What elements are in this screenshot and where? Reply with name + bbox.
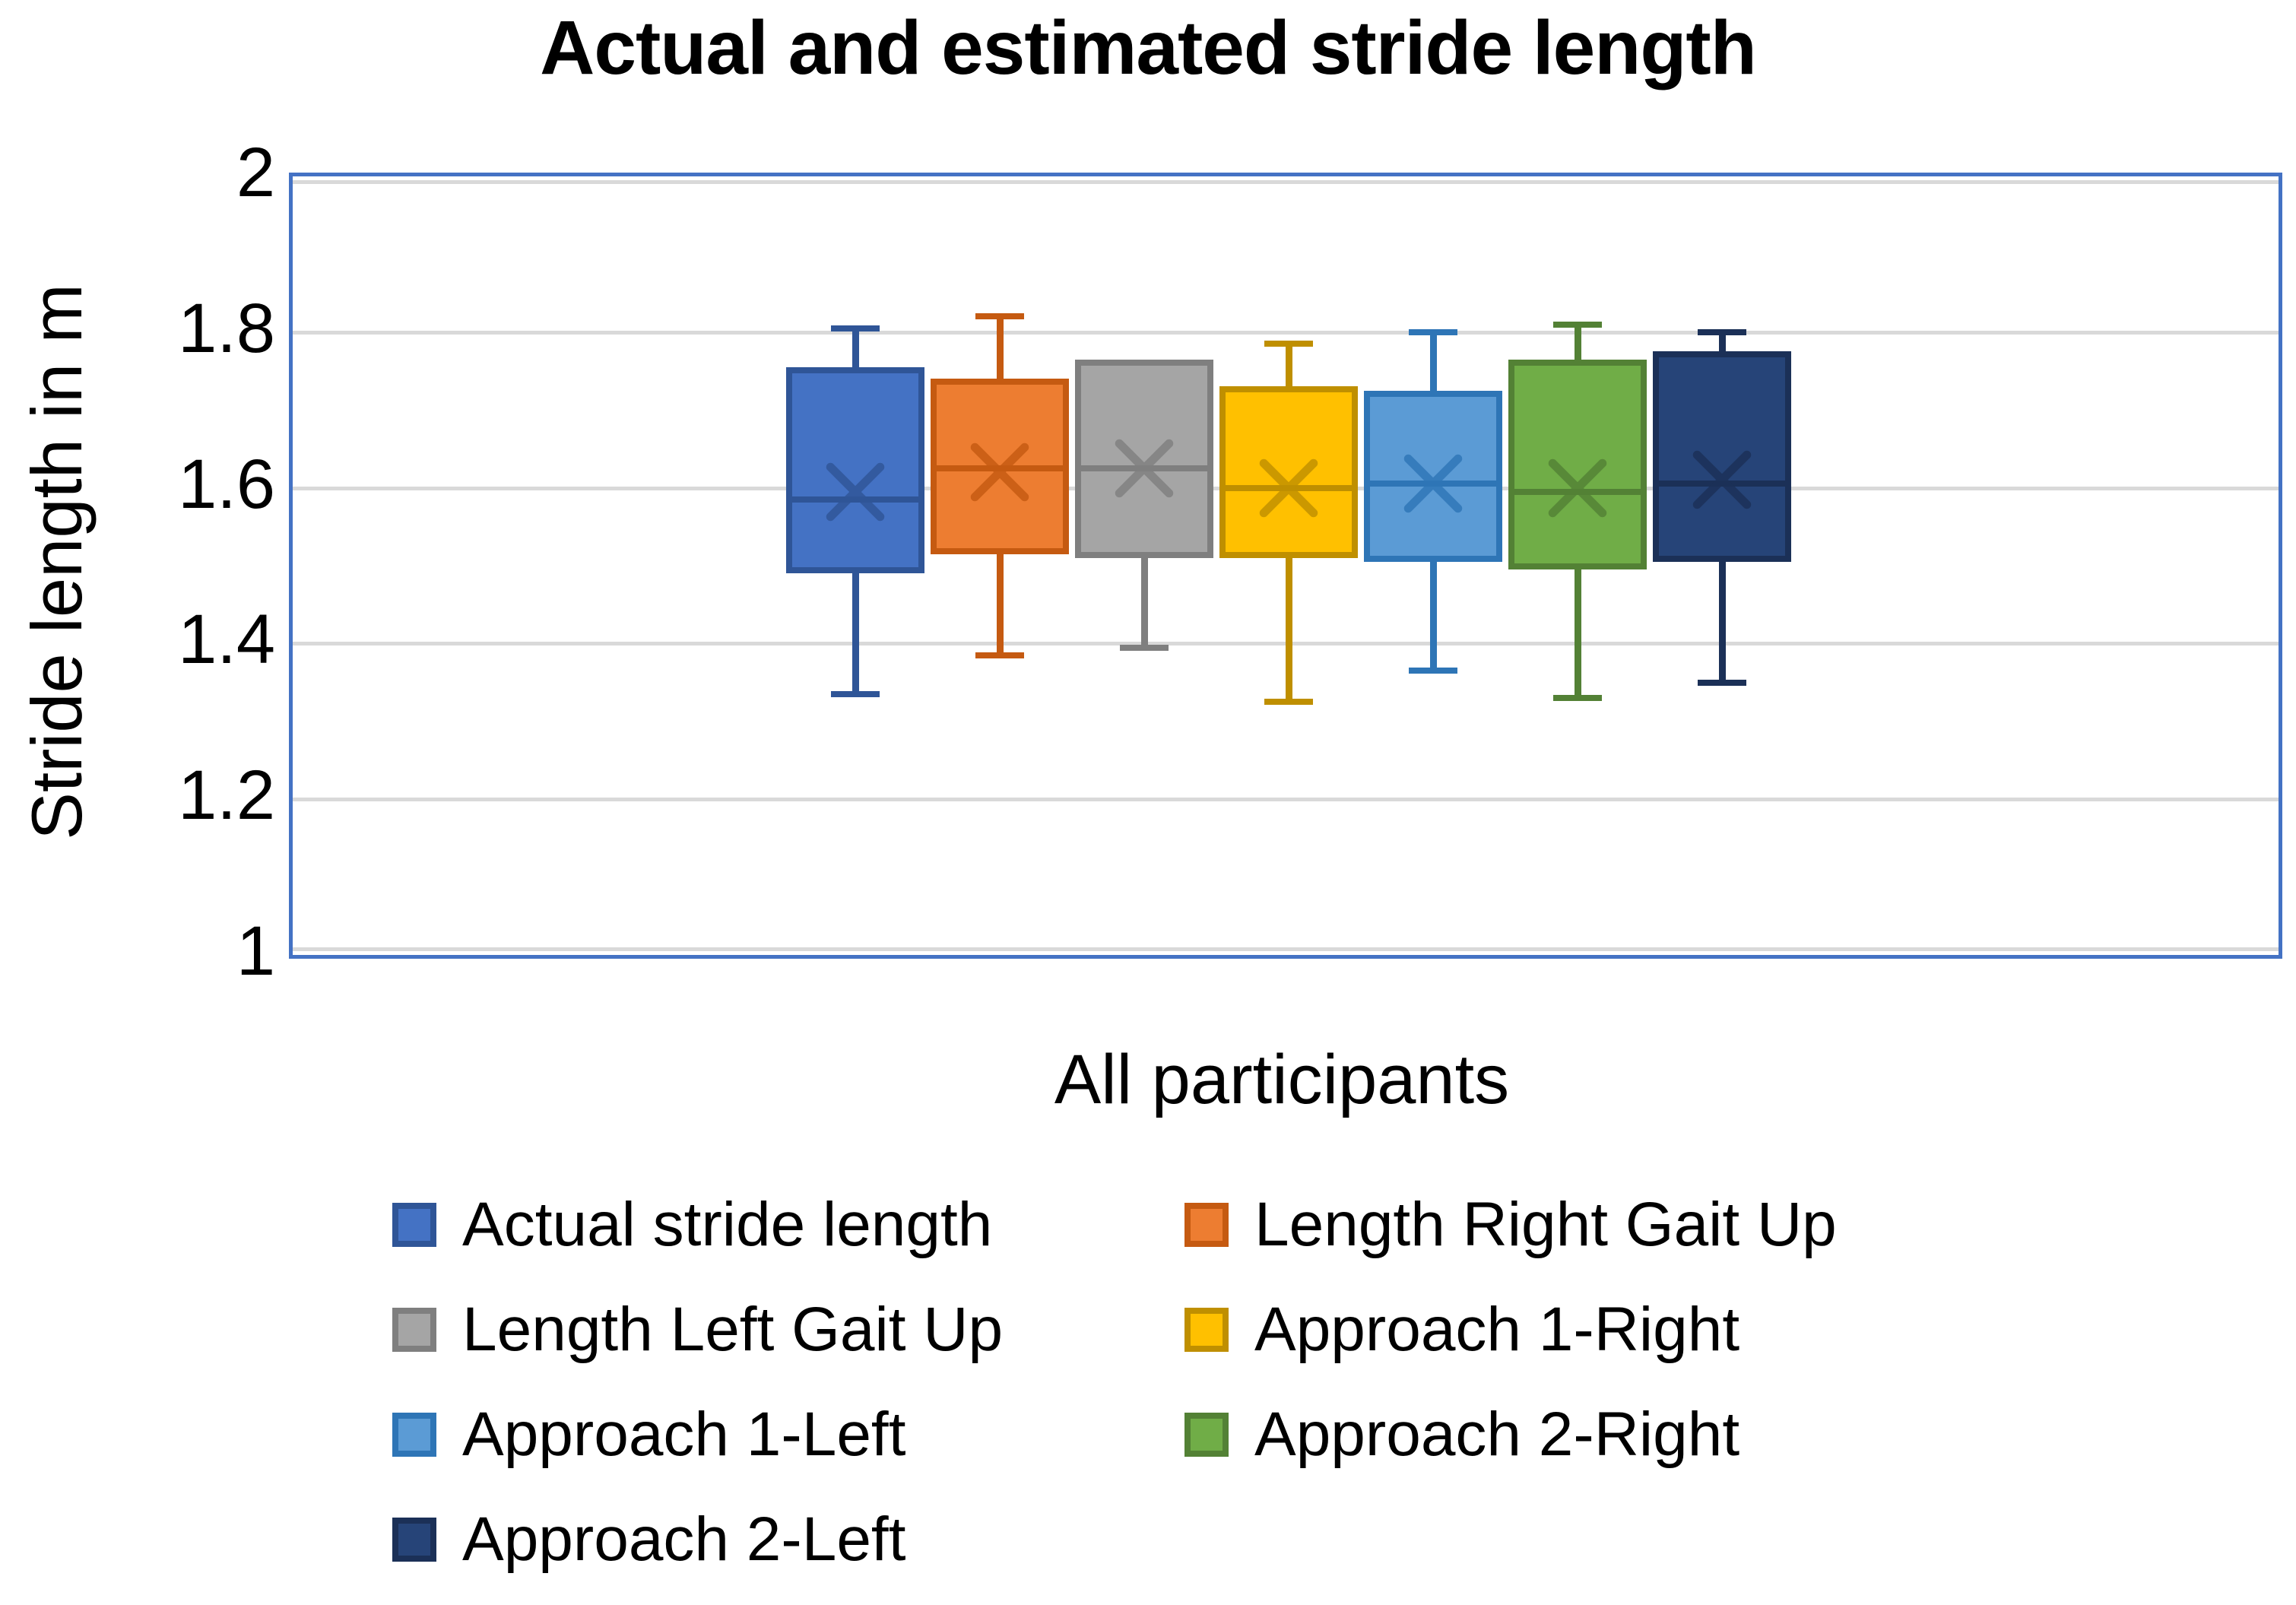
- gridline-1.2: [293, 798, 2279, 802]
- median-line-actual-stride-length: [786, 496, 924, 503]
- y-axis-title: Stride length in m: [17, 284, 97, 840]
- legend: Actual stride length Length Right Gait U…: [392, 1172, 1837, 1592]
- legend-item-actual-stride-length: Actual stride length: [392, 1189, 1184, 1259]
- legend-label: Length Left Gait Up: [462, 1294, 1004, 1364]
- mean-x-marker-length-left-gait-up: [1112, 436, 1177, 501]
- box-approach-1-right: [1219, 386, 1358, 558]
- whisker-cap-bottom-actual-stride-length: [831, 690, 880, 697]
- mean-x-marker-approach-2-right: [1545, 455, 1610, 521]
- legend-label: Approach 1-Right: [1254, 1294, 1740, 1364]
- box-approach-1-left: [1364, 390, 1502, 562]
- legend-item-approach-2-left: Approach 2-Left: [392, 1505, 1184, 1574]
- legend-label: Length Right Gait Up: [1254, 1189, 1837, 1259]
- mean-x-marker-approach-2-left: [1689, 447, 1755, 512]
- whisker-cap-top-actual-stride-length: [831, 325, 880, 331]
- mean-x-marker-approach-1-left: [1400, 451, 1466, 516]
- legend-item-approach-2-right: Approach 2-Right: [1184, 1400, 1837, 1469]
- whisker-cap-bottom-length-right-gait-up: [975, 652, 1024, 658]
- box-approach-2-left: [1653, 351, 1791, 562]
- mean-x-marker-actual-stride-length: [823, 459, 888, 525]
- whisker-cap-bottom-approach-2-right: [1553, 695, 1602, 702]
- legend-item-length-right-gait-up: Length Right Gait Up: [1184, 1189, 1837, 1259]
- whisker-cap-top-approach-2-right: [1553, 321, 1602, 328]
- whisker-cap-bottom-approach-1-left: [1409, 668, 1457, 674]
- legend-swatch-icon: [1184, 1203, 1229, 1247]
- y-tick-label-1.4: 1.4: [178, 601, 275, 679]
- whisker-cap-top-approach-1-left: [1409, 328, 1457, 335]
- legend-item-length-left-gait-up: Length Left Gait Up: [392, 1294, 1184, 1364]
- y-tick-label-1: 1: [236, 912, 275, 990]
- legend-label: Actual stride length: [462, 1189, 993, 1259]
- legend-item-approach-1-left: Approach 1-Left: [392, 1400, 1184, 1469]
- whisker-cap-top-length-right-gait-up: [975, 313, 1024, 320]
- whisker-cap-bottom-approach-2-left: [1698, 679, 1746, 686]
- legend-swatch-icon: [392, 1308, 436, 1352]
- gridline-1: [293, 947, 2279, 951]
- legend-swatch-icon: [392, 1518, 436, 1562]
- box-length-left-gait-up: [1075, 359, 1213, 558]
- whisker-cap-top-approach-2-left: [1698, 328, 1746, 335]
- whisker-cap-top-approach-1-right: [1264, 341, 1313, 347]
- y-tick-label-1.8: 1.8: [178, 289, 275, 367]
- mean-x-marker-approach-1-right: [1256, 455, 1321, 521]
- legend-swatch-icon: [1184, 1308, 1229, 1352]
- y-tick-label-1.6: 1.6: [178, 445, 275, 523]
- legend-swatch-icon: [392, 1203, 436, 1247]
- box-actual-stride-length: [786, 366, 924, 574]
- y-tick-label-1.2: 1.2: [178, 757, 275, 835]
- mean-x-marker-length-right-gait-up: [967, 439, 1032, 505]
- box-approach-2-right: [1508, 359, 1647, 570]
- whisker-cap-bottom-length-left-gait-up: [1120, 644, 1169, 651]
- legend-label: Approach 1-Left: [462, 1399, 906, 1469]
- legend-item-approach-1-right: Approach 1-Right: [1184, 1294, 1837, 1364]
- plot-area: [289, 173, 2282, 959]
- chart-title: Actual and estimated stride length: [540, 5, 1757, 90]
- legend-label: Approach 2-Left: [462, 1504, 906, 1574]
- y-tick-label-2: 2: [236, 134, 275, 211]
- legend-label: Approach 2-Right: [1254, 1399, 1740, 1469]
- gridline-1.8: [293, 330, 2279, 335]
- x-axis-label: All participants: [1054, 1041, 1510, 1118]
- whisker-cap-bottom-approach-1-right: [1264, 699, 1313, 706]
- legend-swatch-icon: [1184, 1413, 1229, 1457]
- gridline-2: [293, 180, 2279, 184]
- legend-swatch-icon: [392, 1413, 436, 1457]
